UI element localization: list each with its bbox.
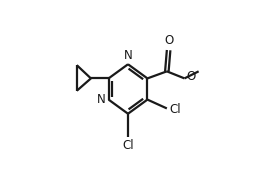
Text: O: O	[164, 35, 173, 48]
Text: N: N	[124, 49, 132, 62]
Text: N: N	[97, 93, 106, 106]
Text: Cl: Cl	[169, 103, 180, 116]
Text: Cl: Cl	[122, 139, 134, 152]
Text: O: O	[186, 70, 196, 83]
